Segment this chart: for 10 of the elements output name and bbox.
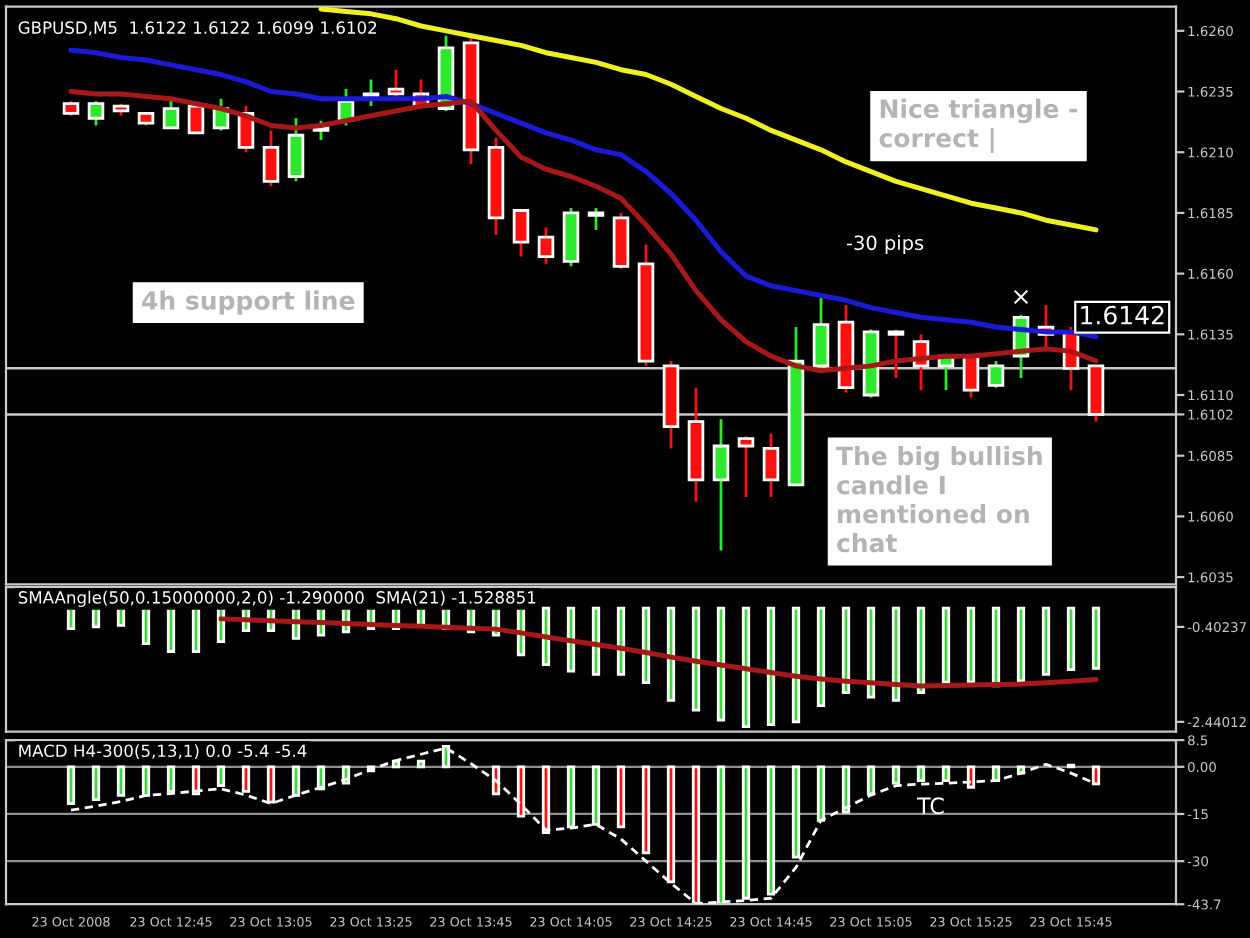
annotation: -30 pips: [846, 235, 924, 254]
annotation: 1.6142: [1081, 305, 1164, 325]
annotation: 4h support line: [142, 290, 355, 315]
annotation: ×: [1013, 289, 1029, 305]
annotation: Nice triangle - correct |: [879, 98, 1078, 153]
annotation: TC: [917, 797, 944, 815]
text: GBPUSD,M5 1.6122 1.6122 1.6099 1.6102: [18, 21, 377, 36]
chart-title: MACD H4-300(5,13,1) 0.0 -5.4 -5.4: [19, 744, 307, 760]
annotation: The big bullish candle I mentioned on chat: [836, 445, 1042, 553]
chart-title: SMAAngle(50,0.15000000,2,0) -1.290000 SMA(21) -1.528851: [18, 590, 536, 607]
